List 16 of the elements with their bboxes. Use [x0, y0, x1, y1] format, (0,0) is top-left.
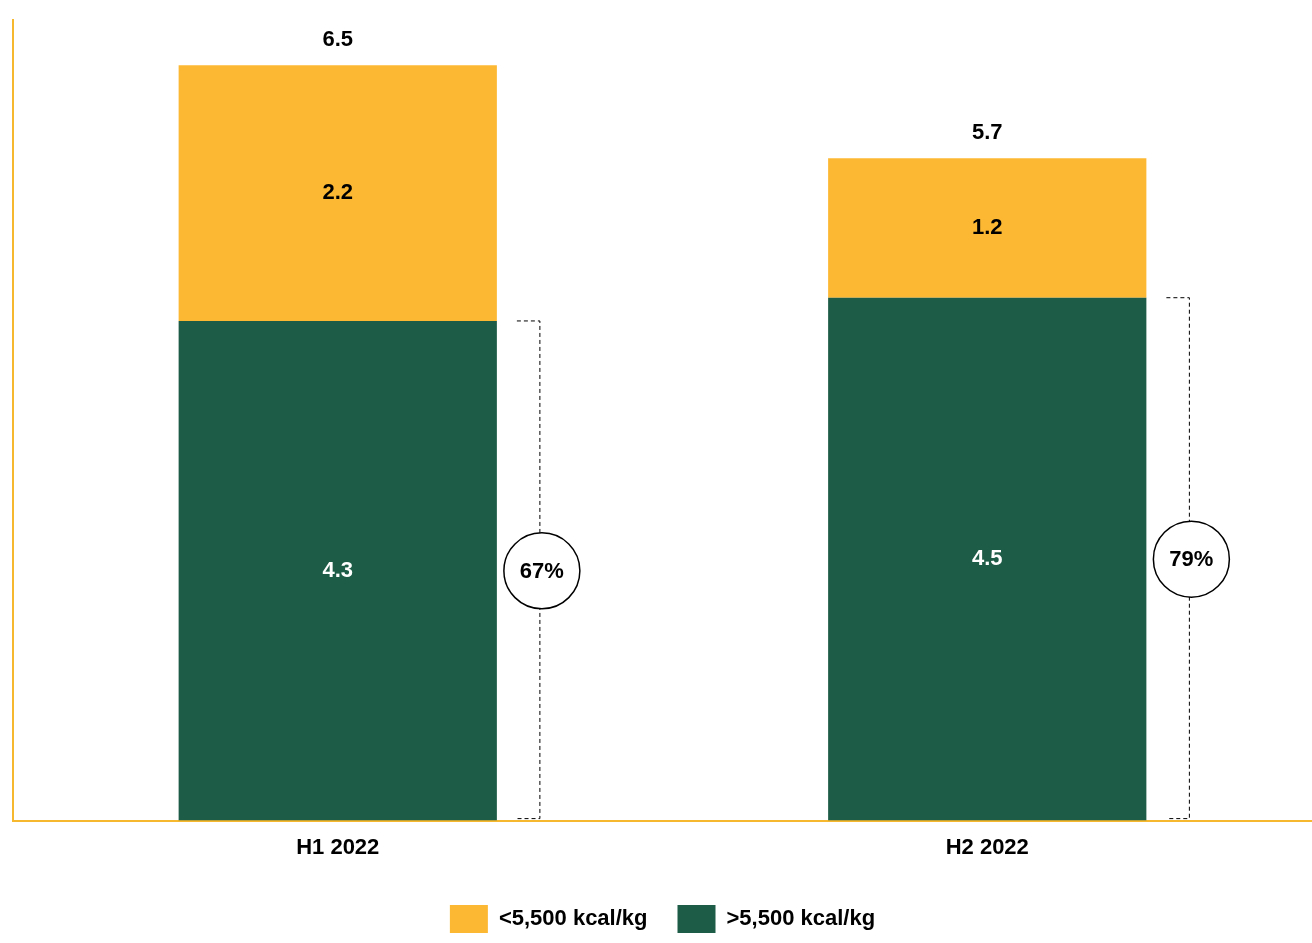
x-tick-label: H2 2022	[945, 833, 1029, 859]
annotation: 67%	[519, 557, 564, 583]
data-label: 4.3	[322, 556, 354, 582]
total-label: 5.7	[971, 119, 1003, 145]
legend-label: >5,500 kcal/kg	[726, 905, 876, 931]
data-label: 1.2	[971, 214, 1003, 240]
legend-label: <5,500 kcal/kg	[498, 905, 648, 931]
data-label: 2.2	[322, 179, 354, 205]
x-tick-label: H1 2022	[296, 833, 380, 859]
bar	[828, 297, 1147, 821]
bar	[828, 158, 1147, 298]
bar	[178, 320, 497, 821]
annotation: 79%	[1169, 546, 1214, 572]
total-label: 6.5	[322, 26, 354, 52]
data-label: 4.5	[971, 545, 1003, 571]
bar	[178, 65, 497, 321]
